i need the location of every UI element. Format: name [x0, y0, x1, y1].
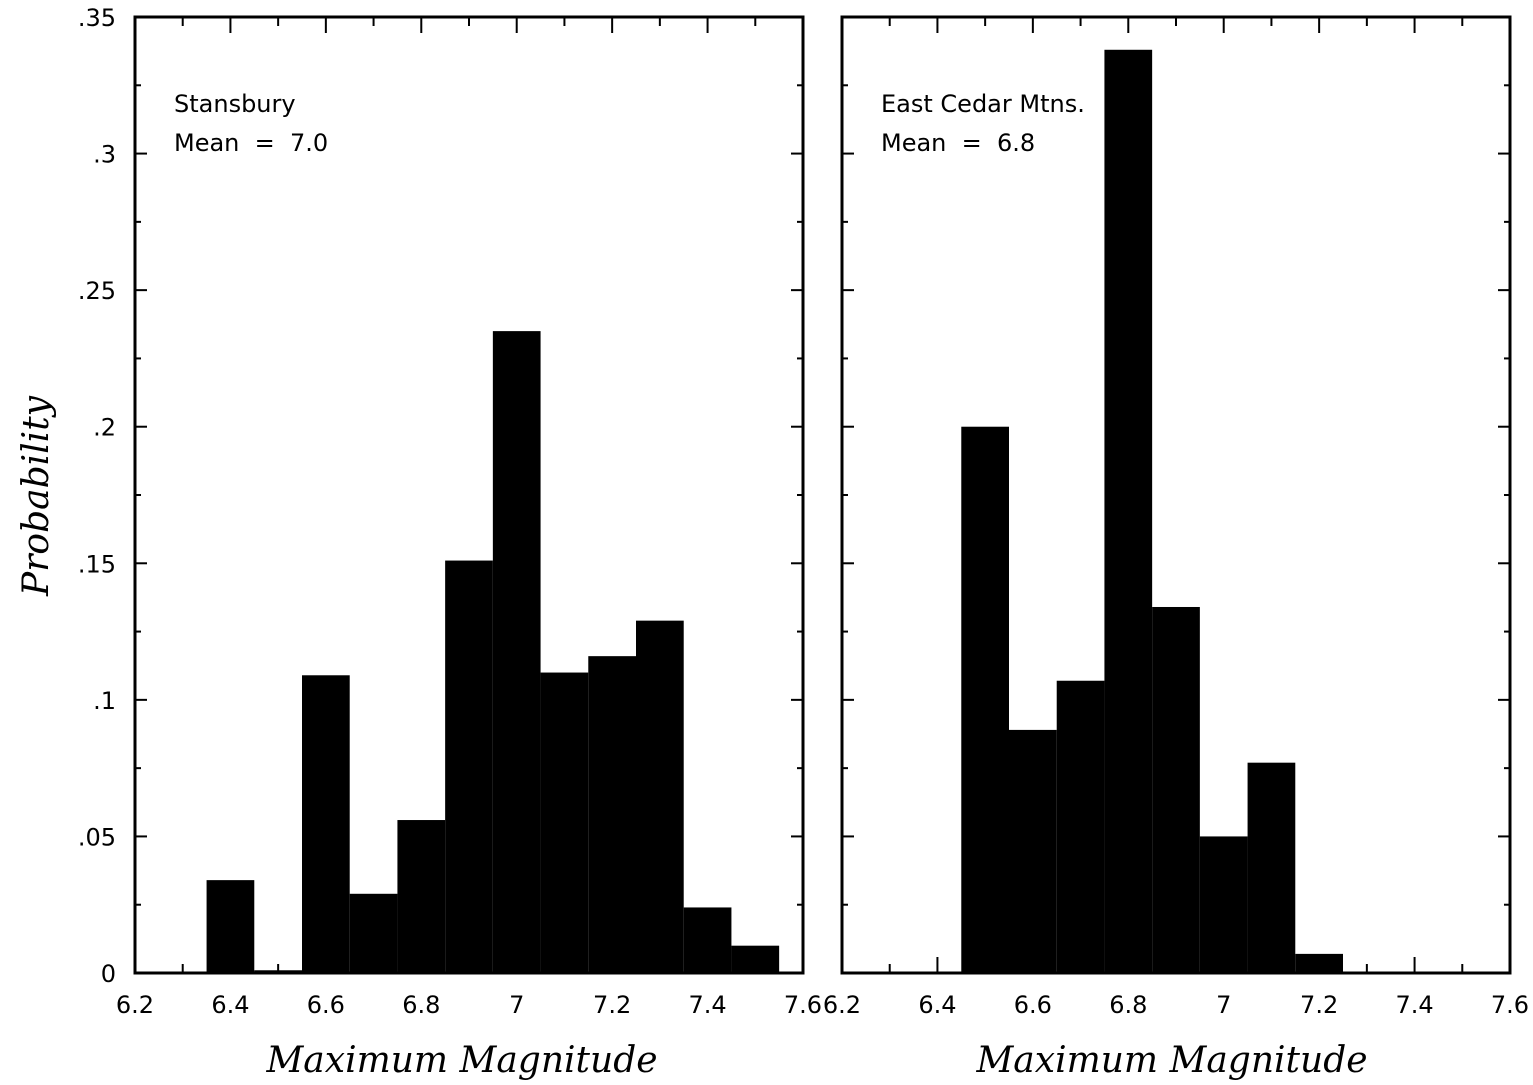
plot-frame-east-cedar	[840, 15, 1512, 975]
histogram-bar	[492, 331, 541, 974]
x-tick-label: 6.6	[307, 991, 345, 1019]
histogram-bar	[302, 675, 350, 973]
histogram-bar	[1056, 680, 1105, 973]
x-tick-labels-stansbury: 6.2 6.4 6.6 6.8 7 7.2 7.4 7.6	[116, 991, 822, 1019]
x-tick-label: 6.4	[211, 991, 249, 1019]
y-tick-label: .05	[78, 823, 116, 851]
y-tick-labels: 0 .05 .1 .15 .2 .25 .3 .35	[78, 4, 116, 988]
histogram-bar	[349, 893, 398, 973]
histogram-bar	[1247, 762, 1296, 973]
x-tick-label: 7	[509, 991, 524, 1019]
x-tick-label: 7	[1216, 991, 1231, 1019]
ticks-stansbury	[135, 17, 803, 973]
x-tick-label: 6.8	[1109, 991, 1147, 1019]
x-tick-label: 7.6	[784, 991, 822, 1019]
y-tick-label: .25	[78, 277, 116, 305]
x-tick-label: 7.2	[1300, 991, 1338, 1019]
histogram-bar	[540, 672, 589, 973]
x-tick-label: 6.2	[116, 991, 154, 1019]
y-tick-label: 0	[101, 960, 116, 988]
x-tick-label: 6.6	[1014, 991, 1052, 1019]
x-tick-labels-east-cedar: 6.2 6.4 6.6 6.8 7 7.2 7.4 7.6	[823, 991, 1529, 1019]
x-tick-label: 6.8	[402, 991, 440, 1019]
panel-stansbury: 6.2 6.4 6.6 6.8 7 7.2 7.4 7.6 Stansbury Mean = …	[116, 15, 822, 1081]
histogram-bar	[961, 426, 1009, 973]
y-tick-label: .35	[78, 4, 116, 32]
bars-stansbury	[206, 331, 780, 974]
histogram-bar	[445, 560, 493, 973]
plot-frame-stansbury	[133, 15, 805, 975]
y-tick-label: .1	[93, 687, 116, 715]
panel-east-cedar: 6.2 6.4 6.6 6.8 7 7.2 7.4 7.6 East Cedar Mtns. …	[823, 15, 1529, 1081]
x-tick-label: 6.4	[918, 991, 956, 1019]
y-axis-title: Probability	[16, 395, 57, 597]
x-axis-title-stansbury: Maximum Magnitude	[265, 1040, 657, 1081]
x-axis-title-east-cedar: Maximum Magnitude	[975, 1040, 1367, 1081]
x-tick-label: 7.4	[1395, 991, 1433, 1019]
histogram-bar	[1104, 49, 1153, 973]
histogram-bar	[1199, 836, 1248, 973]
x-tick-label: 7.6	[1491, 991, 1529, 1019]
histogram-bar	[1009, 729, 1057, 973]
bars-east-cedar	[961, 49, 1343, 973]
annotation-mean-stansbury: Mean = 7.0	[174, 129, 328, 157]
y-tick-label: .2	[93, 414, 116, 442]
histogram-bar	[1152, 606, 1200, 973]
annotation-mean-east-cedar: Mean = 6.8	[881, 129, 1035, 157]
histogram-bar	[588, 656, 636, 973]
histogram-bar	[397, 820, 446, 973]
y-tick-label: .3	[93, 141, 116, 169]
annotation-name-east-cedar: East Cedar Mtns.	[881, 90, 1085, 118]
y-tick-label: .15	[78, 550, 116, 578]
x-tick-label: 7.2	[593, 991, 631, 1019]
ticks-east-cedar	[842, 17, 1510, 973]
x-tick-label: 7.4	[688, 991, 726, 1019]
x-tick-label: 6.2	[823, 991, 861, 1019]
histogram-bar	[636, 620, 684, 973]
annotation-name-stansbury: Stansbury	[174, 90, 296, 118]
